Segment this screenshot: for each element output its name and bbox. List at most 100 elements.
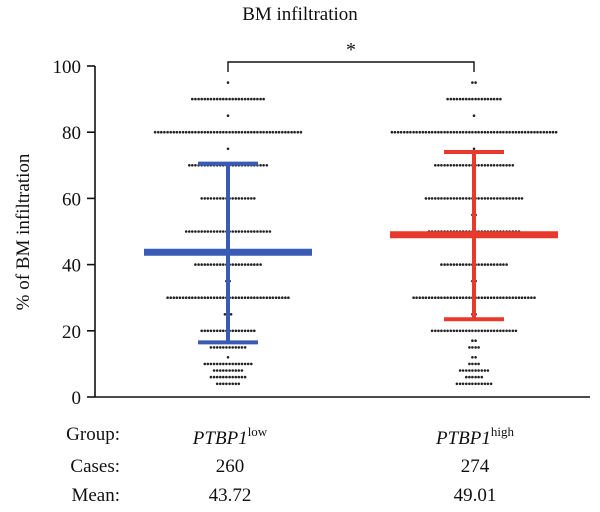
data-point [489, 382, 493, 386]
data-point [250, 97, 253, 101]
data-point [215, 296, 219, 300]
data-point [468, 97, 471, 101]
data-point [222, 346, 225, 349]
data-point [212, 263, 216, 266]
data-point [477, 197, 480, 200]
data-point [449, 197, 453, 200]
data-point [440, 296, 443, 300]
data-point [443, 197, 446, 200]
data-point [455, 329, 459, 333]
data-point [222, 97, 225, 101]
data-point [237, 97, 241, 101]
data-point [188, 296, 191, 300]
data-point [427, 130, 431, 134]
data-point [511, 296, 515, 300]
data-point [440, 197, 443, 200]
data-point [409, 130, 412, 134]
data-point [477, 382, 480, 386]
data-point [166, 130, 169, 134]
data-point [231, 230, 234, 233]
data-point [240, 97, 244, 101]
data-point [215, 329, 219, 333]
data-point [472, 114, 476, 117]
group-low-gene: PTBP1 [192, 428, 248, 449]
data-point [440, 130, 443, 134]
data-point [209, 375, 213, 379]
data-point [527, 296, 530, 300]
data-point [502, 164, 505, 167]
data-point [486, 164, 490, 167]
data-point [474, 346, 477, 349]
group-high-sup: high [490, 424, 514, 439]
data-point [209, 346, 213, 349]
mean-row-label: Mean: [71, 485, 120, 506]
data-point [458, 329, 462, 333]
data-point [468, 329, 471, 333]
data-point [287, 130, 290, 134]
data-point [234, 296, 238, 300]
data-point [225, 130, 228, 134]
data-point [259, 263, 262, 266]
data-point [434, 329, 437, 333]
data-point [461, 164, 465, 167]
data-point [455, 130, 459, 134]
data-point [240, 369, 244, 372]
data-point [511, 164, 515, 167]
data-point [277, 130, 281, 134]
data-point [412, 296, 415, 300]
data-point [496, 263, 499, 266]
data-point [243, 329, 247, 333]
data-point [465, 97, 468, 101]
data-point [548, 130, 552, 134]
y-tick-label: 20 [62, 322, 81, 343]
data-point [471, 356, 474, 359]
data-point [468, 197, 471, 200]
data-point [223, 313, 227, 316]
data-point [461, 296, 465, 300]
data-point [219, 130, 222, 134]
data-point [228, 97, 231, 101]
data-point [489, 263, 493, 266]
data-point [458, 369, 462, 372]
chart-title: BM infiltration [242, 4, 358, 25]
data-point [530, 296, 533, 300]
data-point [265, 164, 269, 167]
data-point [222, 230, 225, 233]
data-point [390, 130, 394, 134]
data-point [468, 130, 471, 134]
data-point [203, 296, 207, 300]
data-point [228, 130, 231, 134]
data-point [474, 369, 477, 372]
data-point [240, 230, 244, 233]
data-point [499, 197, 502, 200]
data-point [477, 97, 480, 101]
data-point [259, 164, 262, 167]
data-point [262, 164, 265, 167]
data-point [194, 230, 197, 233]
data-point [237, 296, 241, 300]
data-point [430, 329, 434, 333]
data-point [299, 130, 303, 134]
data-point [256, 97, 259, 101]
data-point [222, 130, 225, 134]
data-point [480, 197, 484, 200]
data-point [480, 263, 484, 266]
data-point [511, 130, 515, 134]
data-point [231, 263, 234, 266]
data-point [246, 329, 250, 333]
data-point [200, 130, 203, 134]
data-point [169, 130, 172, 134]
data-point [452, 97, 456, 101]
data-point [188, 130, 191, 134]
data-point [203, 362, 207, 366]
data-point [197, 296, 200, 300]
data-point [203, 130, 207, 134]
data-point [471, 346, 474, 349]
data-point [250, 296, 253, 300]
data-point [181, 296, 185, 300]
data-point [533, 296, 536, 300]
data-point [250, 197, 253, 200]
data-point [222, 263, 225, 266]
data-point [412, 130, 415, 134]
data-point [284, 130, 287, 134]
